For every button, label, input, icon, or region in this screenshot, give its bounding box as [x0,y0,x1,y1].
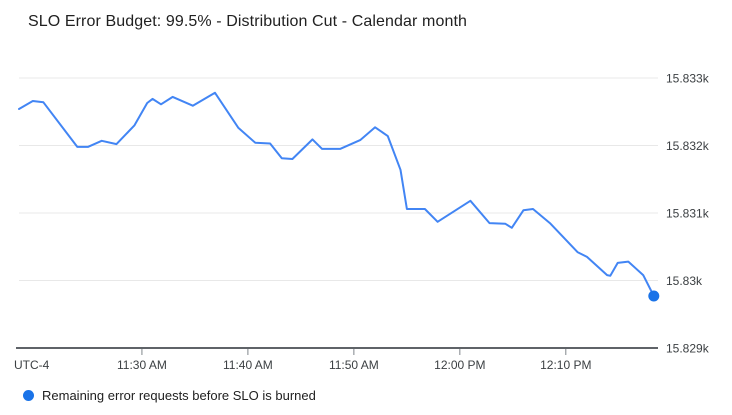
y-axis-tick-label: 15.83k [666,274,703,288]
x-axis-tick-label: 11:30 AM [117,358,167,372]
legend-item[interactable]: Remaining error requests before SLO is b… [23,386,316,404]
chart-title: SLO Error Budget: 99.5% - Distribution C… [28,13,467,30]
y-axis-tick-label: 15.831k [666,207,710,221]
series-line [18,91,655,297]
x-axis-tick-label: 11:40 AM [223,358,273,372]
y-axis-tick-label: 15.833k [666,72,710,86]
timezone-label: UTC-4 [14,358,50,372]
y-axis-tick-label: 15.829k [666,342,710,356]
y-axis-tick-label: 15.832k [666,139,710,153]
series-end-dot [648,290,660,302]
x-axis-tick-label: 11:50 AM [329,358,379,372]
legend-series-label: Remaining error requests before SLO is b… [42,387,316,403]
x-axis-tick-label: 12:00 PM [434,358,485,372]
x-axis-tick-label: 12:10 PM [540,358,591,372]
legend-series-dot-icon [23,389,34,401]
